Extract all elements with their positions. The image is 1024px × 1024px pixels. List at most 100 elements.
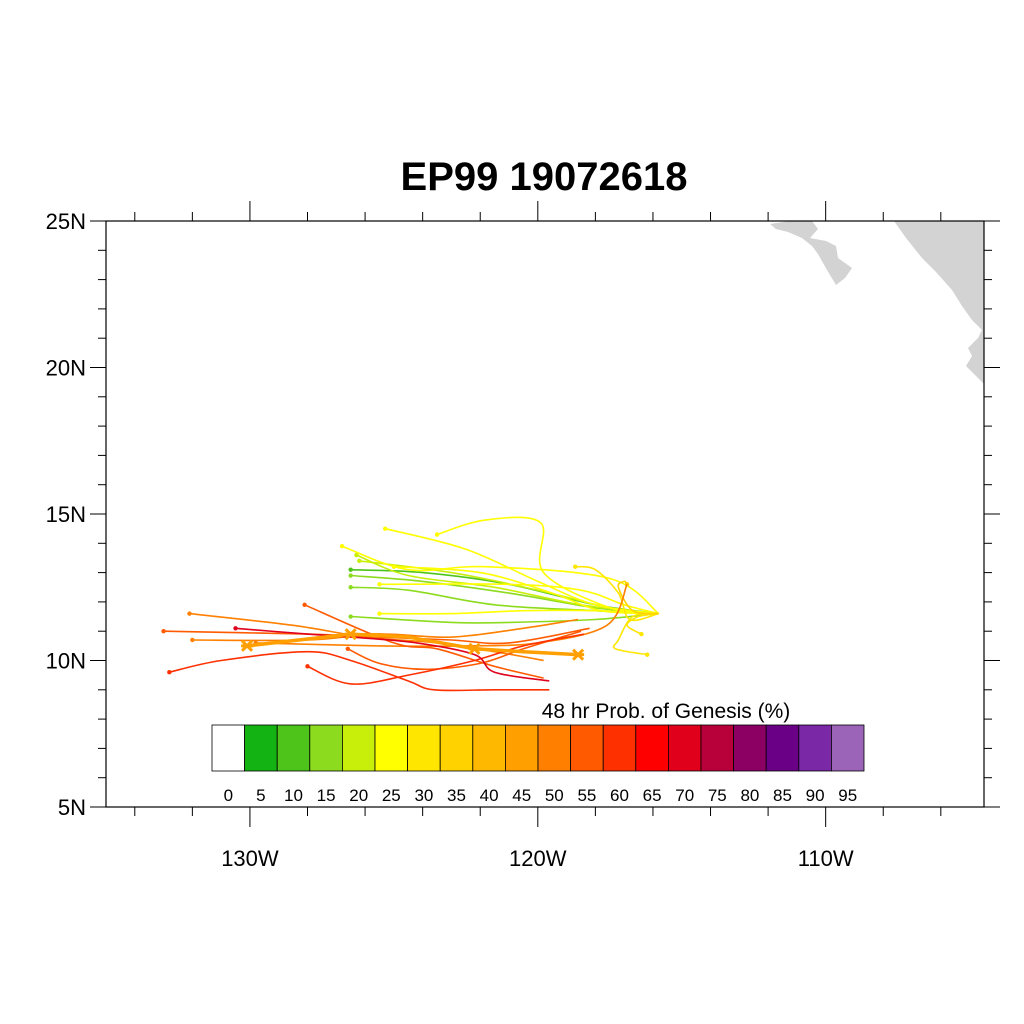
colorbar-label: 75 — [708, 786, 727, 805]
colorbar-label: 20 — [349, 786, 368, 805]
baja-california-land — [770, 221, 852, 285]
colorbar-swatch — [570, 724, 604, 772]
track-endpoint — [305, 664, 310, 669]
track-line — [235, 627, 550, 682]
axis-ticks: 5N 10N 15N 20N 25N 130W 120W 110W — [46, 201, 1000, 871]
colorbar-swatch — [504, 724, 539, 772]
track-endpoint — [348, 567, 353, 572]
track-endpoint — [161, 629, 166, 634]
track-endpoint — [348, 614, 353, 619]
colorbar-label: 30 — [414, 786, 433, 805]
colorbar-label: 10 — [284, 786, 303, 805]
colorbar-title: 48 hr Prob. of Genesis (%) — [542, 700, 791, 723]
colorbar-label: 70 — [675, 786, 694, 805]
colorbar-swatch — [668, 724, 702, 772]
mean-track-line — [246, 632, 579, 657]
colorbar-label: 90 — [806, 786, 825, 805]
lon-tick-label: 110W — [798, 846, 854, 871]
colorbar-swatch — [635, 724, 669, 772]
map-title: EP99 19072618 — [401, 155, 688, 199]
track-line — [255, 583, 628, 647]
lat-tick-label: 15N — [46, 502, 86, 527]
track-line — [169, 650, 550, 692]
colorbar-swatch — [341, 724, 376, 772]
track-line — [350, 574, 659, 615]
colorbar-swatch — [309, 724, 343, 772]
colorbar-label: 95 — [838, 786, 857, 805]
track-center-marker — [572, 648, 585, 661]
lat-tick-label: 5N — [58, 795, 86, 820]
colorbar-label: 55 — [577, 786, 596, 805]
colorbar-swatch — [244, 724, 278, 772]
track-endpoint — [639, 631, 644, 637]
track-line — [626, 612, 659, 635]
lon-tick-label: 130W — [221, 846, 279, 871]
track-endpoint — [348, 573, 353, 578]
colorbar-label: 40 — [480, 786, 499, 805]
colorbar-swatch — [798, 724, 832, 772]
track-endpoint — [383, 526, 388, 531]
track-line — [350, 612, 659, 624]
colorbar-swatch — [439, 724, 474, 772]
colorbar-label: 5 — [256, 786, 265, 805]
colorbar-swatch — [211, 724, 245, 772]
lat-tick-label: 20N — [46, 356, 86, 381]
plot-area — [105, 220, 985, 808]
colorbar-swatch — [407, 724, 441, 772]
track-center-marker — [240, 639, 254, 652]
colorbar-swatch — [700, 724, 734, 772]
track-line — [356, 554, 659, 615]
track-endpoint — [434, 532, 440, 537]
center-cross — [344, 628, 357, 641]
colorbar-label: 85 — [773, 786, 792, 805]
track-endpoint — [167, 670, 172, 675]
center-cross — [240, 639, 254, 652]
track-endpoint — [354, 552, 359, 558]
track-line — [347, 630, 582, 671]
mexico-mainland-land — [894, 221, 984, 384]
land-mass — [770, 221, 984, 384]
track-line — [379, 583, 659, 615]
colorbar: 48 hr Prob. of Genesis (%) 0 5 10 15 20 25 30 3… — [211, 700, 865, 805]
colorbar-swatch — [472, 724, 506, 772]
track-endpoint — [233, 626, 238, 631]
colorbar-swatch — [765, 724, 800, 772]
ocean-background — [106, 221, 984, 807]
track-endpoint — [573, 564, 578, 569]
lat-tick-label: 25N — [46, 209, 86, 234]
track-line — [612, 612, 659, 656]
colorbar-swatch — [733, 724, 767, 772]
colorbar-label: 35 — [447, 786, 466, 805]
track-line — [379, 609, 659, 615]
lon-tick-label: 120W — [509, 846, 567, 871]
colorbar-label: 15 — [317, 786, 336, 805]
track-endpoint — [357, 558, 362, 564]
colorbar-label: 50 — [545, 786, 564, 805]
colorbar-label: 65 — [643, 786, 662, 805]
colorbar-label: 25 — [382, 786, 401, 805]
track-line — [307, 633, 585, 685]
center-cross — [572, 648, 585, 661]
colorbar-label: 80 — [740, 786, 759, 805]
colorbar-swatch — [276, 724, 311, 772]
track-endpoint — [348, 585, 353, 590]
colorbar-label: 45 — [512, 786, 531, 805]
colorbar-swatch — [537, 724, 571, 772]
center-cross — [468, 642, 481, 655]
track-endpoint — [339, 544, 345, 549]
track-line — [304, 604, 544, 679]
track-endpoint — [377, 611, 382, 616]
colorbar-swatch — [374, 724, 408, 772]
track-line — [575, 565, 659, 622]
track-endpoint — [644, 652, 650, 657]
track-endpoint — [377, 582, 382, 587]
track-endpoint — [190, 637, 195, 643]
colorbar-swatch — [831, 724, 865, 772]
colorbar-label: 60 — [610, 786, 629, 805]
lat-tick-label: 10N — [46, 649, 86, 674]
track-line — [617, 580, 659, 615]
track-center-marker — [468, 642, 481, 655]
colorbar-swatch — [602, 724, 637, 772]
colorbar-label: 0 — [224, 786, 233, 805]
